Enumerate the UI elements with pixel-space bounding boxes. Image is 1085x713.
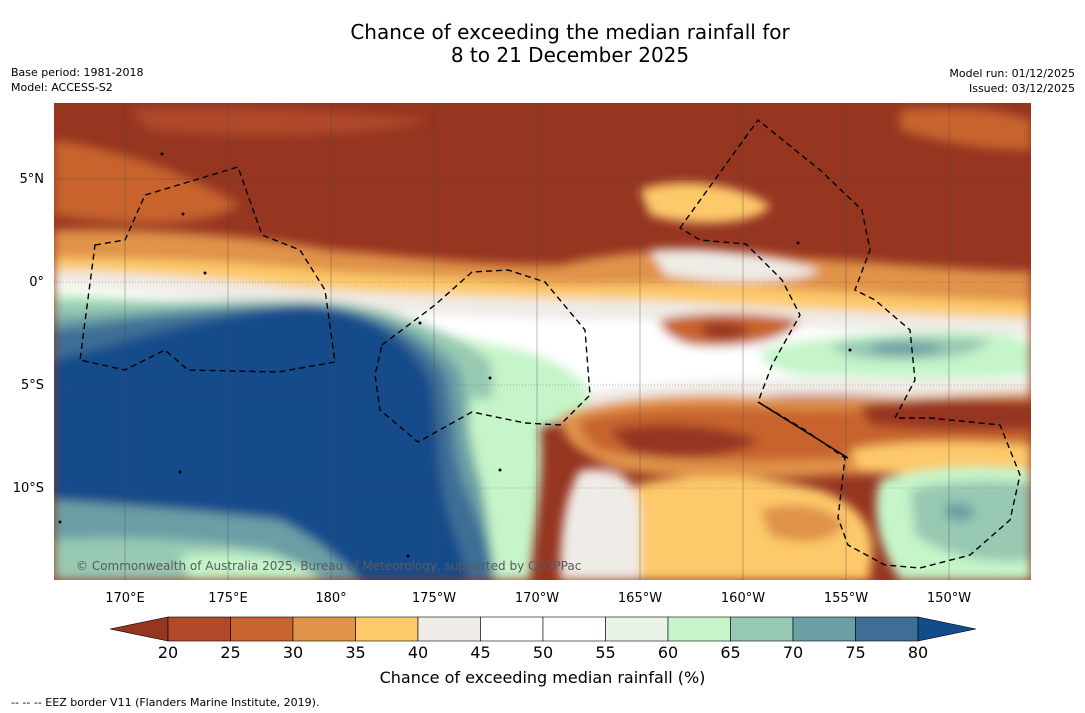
colorbar-swatch bbox=[230, 616, 294, 642]
colorbar-tick: 40 bbox=[408, 643, 428, 662]
field-north-patch bbox=[130, 108, 430, 136]
colorbar-tick: 50 bbox=[533, 643, 553, 662]
meta-right: Model run: 01/12/2025 Issued: 03/12/2025 bbox=[949, 66, 1075, 96]
field-yellow-patch bbox=[640, 182, 770, 223]
eez-border bbox=[79, 166, 336, 373]
colorbar-title: Chance of exceeding median rainfall (%) bbox=[379, 668, 706, 687]
colorbar-tick: 25 bbox=[220, 643, 240, 662]
colorbar-tick: 20 bbox=[158, 643, 178, 662]
copyright-text: © Commonwealth of Australia 2025, Bureau… bbox=[76, 559, 581, 573]
y-axis-labels: 5°N 0° 5°S 10°S bbox=[13, 172, 44, 496]
y-tick-label: 5°N bbox=[20, 172, 45, 187]
field-south-dry-band bbox=[610, 424, 760, 458]
island-marker bbox=[181, 212, 185, 216]
eez-border bbox=[678, 118, 1021, 569]
x-tick-label: 175°W bbox=[412, 591, 456, 606]
colorbar-swatch bbox=[730, 616, 794, 642]
y-tick-label: 5°S bbox=[21, 378, 44, 393]
colorbar-tick: 45 bbox=[470, 643, 490, 662]
model-name: Model: ACCESS-S2 bbox=[11, 81, 113, 94]
colorbar-tick: 65 bbox=[720, 643, 740, 662]
island-marker bbox=[498, 468, 502, 472]
field-wet-tongue bbox=[470, 398, 542, 580]
eez-solid-segment bbox=[757, 401, 849, 459]
x-tick-label: 155°W bbox=[824, 591, 868, 606]
field-north-patch bbox=[54, 140, 240, 224]
colorbar-swatch bbox=[542, 616, 606, 642]
colorbar-swatch bbox=[667, 616, 731, 642]
issued-date: Issued: 03/12/2025 bbox=[968, 82, 1075, 95]
y-tick-label: 10°S bbox=[13, 481, 44, 496]
colorbar-tick-labels: 20 25 30 35 40 45 50 55 60 65 70 75 80 bbox=[158, 643, 928, 662]
x-tick-label: 150°W bbox=[927, 591, 971, 606]
model-run: Model run: 01/12/2025 bbox=[949, 67, 1075, 80]
eez-border-solid bbox=[757, 401, 849, 459]
colorbar-swatch bbox=[605, 616, 669, 642]
island-marker bbox=[160, 152, 164, 156]
field-south-neutral bbox=[560, 469, 640, 580]
colorbar-tick: 70 bbox=[783, 643, 803, 662]
islands bbox=[58, 152, 852, 558]
island-marker bbox=[418, 321, 422, 325]
colorbar-extend-high bbox=[917, 616, 977, 642]
field-north-patch bbox=[900, 108, 1031, 150]
island-marker bbox=[848, 348, 852, 352]
title-line-2: 8 to 21 December 2025 bbox=[450, 43, 690, 67]
field-south-yellow bbox=[760, 505, 845, 542]
field-dry-patch bbox=[700, 322, 750, 340]
y-tick-label: 0° bbox=[29, 275, 44, 290]
eez-footnote: -- -- -- EEZ border V11 (Flanders Marine… bbox=[11, 696, 320, 709]
field-southeast-wet bbox=[945, 503, 975, 522]
colorbar-swatch bbox=[292, 616, 356, 642]
field-south-yellow bbox=[850, 441, 1031, 475]
island-marker bbox=[488, 376, 492, 380]
colorbar-swatch bbox=[855, 616, 919, 642]
x-tick-label: 165°W bbox=[618, 591, 662, 606]
x-tick-label: 160°W bbox=[721, 591, 765, 606]
field-south-dry-band bbox=[860, 398, 1031, 431]
x-axis-labels: 170°E 175°E 180° 175°W 170°W 165°W 160°W… bbox=[105, 591, 971, 606]
field-southwest-wet-edge bbox=[180, 553, 315, 580]
rainfall-field bbox=[54, 103, 1031, 580]
island-marker bbox=[58, 520, 62, 524]
field-southeast-wet bbox=[910, 481, 1031, 562]
eez-borders bbox=[79, 118, 1021, 569]
field-south-yellow bbox=[616, 476, 873, 580]
colorbar-swatch bbox=[167, 616, 231, 642]
colorbar-swatch bbox=[417, 616, 481, 642]
colorbar-tick: 55 bbox=[595, 643, 615, 662]
colorbar-tick: 30 bbox=[283, 643, 303, 662]
island-marker bbox=[178, 470, 182, 474]
colorbar-extend-low bbox=[109, 616, 169, 642]
colorbar-swatch bbox=[480, 616, 544, 642]
colorbar-tick: 75 bbox=[845, 643, 865, 662]
x-tick-label: 180° bbox=[315, 591, 346, 606]
x-tick-label: 170°W bbox=[515, 591, 559, 606]
x-tick-label: 170°E bbox=[105, 591, 145, 606]
island-marker bbox=[796, 241, 800, 245]
island-marker bbox=[406, 554, 410, 558]
graticule bbox=[54, 103, 1031, 580]
title-line-1: Chance of exceeding the median rainfall … bbox=[350, 20, 790, 44]
colorbar-tick: 60 bbox=[658, 643, 678, 662]
colorbar bbox=[109, 616, 977, 642]
island-marker bbox=[203, 271, 207, 275]
meta-left: Base period: 1981-2018 Model: ACCESS-S2 bbox=[11, 65, 143, 95]
field-wet-equatorial bbox=[870, 342, 945, 355]
field-yellow-patch bbox=[650, 248, 820, 282]
colorbar-tick: 35 bbox=[345, 643, 365, 662]
colorbar-swatch bbox=[355, 616, 419, 642]
colorbar-swatch bbox=[792, 616, 856, 642]
base-period: Base period: 1981-2018 bbox=[11, 66, 144, 79]
eez-border bbox=[374, 269, 591, 443]
map-title: Chance of exceeding the median rainfall … bbox=[0, 21, 1085, 67]
colorbar-tick: 80 bbox=[908, 643, 928, 662]
x-tick-label: 175°E bbox=[208, 591, 248, 606]
